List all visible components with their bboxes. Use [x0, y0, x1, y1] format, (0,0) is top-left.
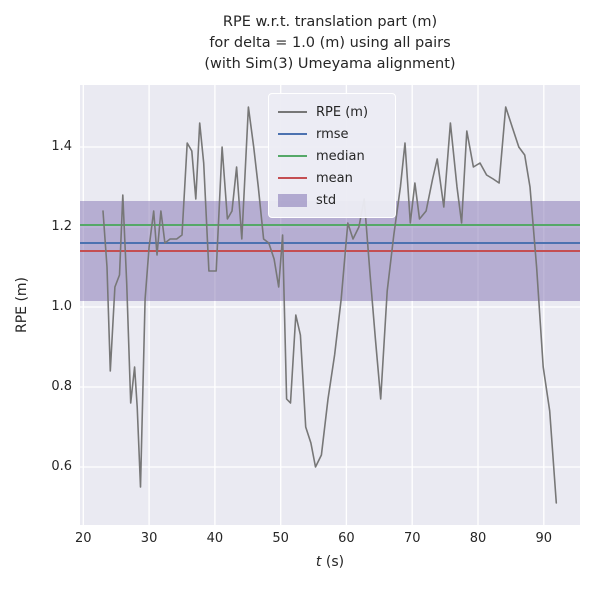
- chart-title: RPE w.r.t. translation part (m) for delt…: [80, 12, 580, 75]
- legend-item-rmse: rmse: [278, 123, 386, 145]
- plot-area: RPE (m) rmse median mean std: [80, 85, 580, 525]
- legend-label: rmse: [316, 126, 349, 142]
- chart-title-line-3: (with Sim(3) Umeyama alignment): [204, 56, 456, 72]
- x-axis-label-variable: t: [315, 554, 322, 570]
- x-tick-label: 60: [338, 531, 355, 546]
- legend: RPE (m) rmse median mean std: [268, 93, 396, 218]
- y-tick-label: 1.2: [51, 219, 72, 234]
- x-tick-label: 50: [272, 531, 289, 546]
- legend-item-mean: mean: [278, 167, 386, 189]
- x-axis-label: t (s): [80, 554, 580, 570]
- y-axis-label: RPE (m): [14, 276, 30, 334]
- rpe-series-line: [102, 106, 558, 504]
- legend-item-median: median: [278, 145, 386, 167]
- chart-title-line-1: RPE w.r.t. translation part (m): [222, 14, 438, 30]
- legend-line-swatch: [278, 132, 307, 136]
- x-tick-label: 20: [75, 531, 92, 546]
- y-tick-label: 0.8: [51, 379, 72, 394]
- legend-line-swatch: [278, 176, 307, 180]
- y-tick-label: 1.0: [51, 299, 72, 314]
- legend-item-std: std: [278, 189, 386, 211]
- x-tick-label: 80: [469, 531, 487, 546]
- legend-item-rpem: RPE (m): [278, 101, 386, 123]
- chart-title-line-2: for delta = 1.0 (m) using all pairs: [209, 35, 451, 51]
- legend-line-swatch: [278, 110, 307, 114]
- x-tick-label: 90: [535, 531, 553, 546]
- x-tick-label: 30: [140, 531, 158, 546]
- legend-label: median: [316, 148, 365, 164]
- x-axis-label-unit: (s): [321, 554, 345, 570]
- legend-label: mean: [316, 170, 353, 186]
- x-tick-label: 70: [403, 531, 421, 546]
- y-tick-label: 1.4: [51, 139, 72, 154]
- legend-patch-swatch: [278, 193, 307, 207]
- legend-line-swatch: [278, 154, 307, 158]
- legend-label: RPE (m): [316, 104, 369, 120]
- y-tick-label: 0.6: [51, 459, 72, 474]
- x-tick-label: 40: [206, 531, 224, 546]
- legend-label: std: [316, 192, 337, 208]
